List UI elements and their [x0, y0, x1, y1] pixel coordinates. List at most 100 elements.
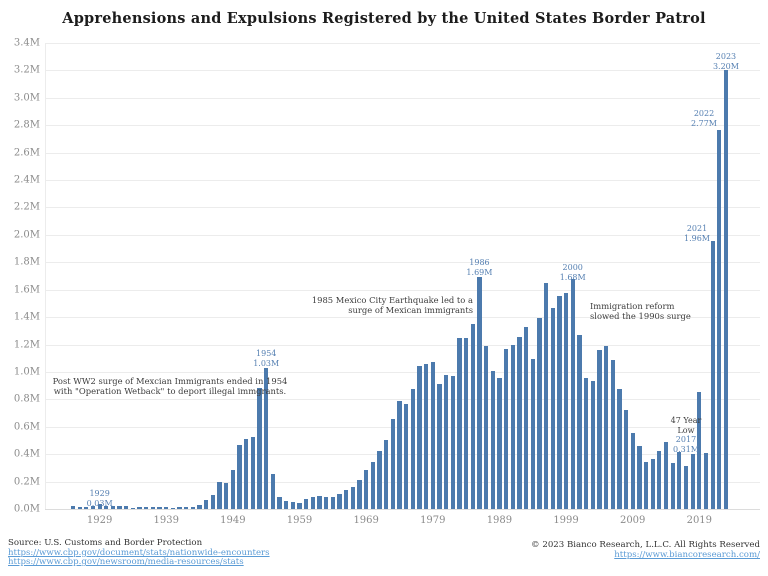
- bar: [623, 409, 629, 509]
- callout-line: 3.20M: [712, 61, 739, 71]
- value-callout-2021: 2021 1.96M: [684, 224, 710, 243]
- bar: [570, 279, 575, 509]
- gridline: [45, 317, 760, 319]
- source-link-media-resources[interactable]: https://www.cbp.gov/newsroom/media-resou…: [8, 557, 244, 568]
- x-tick-label: 1929: [86, 515, 113, 526]
- bar: [357, 479, 362, 509]
- bar: [137, 507, 142, 509]
- bar: [477, 276, 482, 509]
- bar: [557, 295, 562, 509]
- y-tick-label: 0.6M: [13, 421, 40, 433]
- bar: [230, 469, 236, 509]
- y-tick-label: 2.6M: [13, 147, 40, 159]
- bar: [417, 366, 422, 509]
- y-tick-label: 1.2M: [13, 339, 40, 351]
- bar: [190, 507, 196, 509]
- bar: [617, 388, 622, 509]
- bar: [330, 497, 335, 509]
- x-tick-label: 1999: [553, 515, 579, 526]
- y-axis-line: [45, 43, 46, 509]
- callout-line: 1.03M: [253, 358, 280, 368]
- bar: [497, 378, 502, 509]
- bar: [650, 458, 655, 509]
- bar: [637, 445, 642, 509]
- bar: [543, 282, 549, 509]
- bar: [397, 401, 402, 509]
- bar: [690, 453, 695, 509]
- bar: [284, 500, 289, 509]
- bar: [90, 505, 96, 509]
- bar: [170, 507, 176, 509]
- bar: [290, 501, 296, 509]
- callout-line: 1954: [256, 349, 277, 358]
- x-tick-label: 1939: [153, 515, 180, 526]
- gridline: [45, 426, 760, 428]
- bianco-research-link[interactable]: https://www.biancoresearch.com/: [614, 549, 760, 560]
- bar: [124, 506, 129, 509]
- bar: [610, 359, 615, 509]
- bar: [324, 496, 329, 509]
- bar: [703, 452, 709, 509]
- bar: [563, 292, 569, 509]
- gridline: [45, 152, 760, 154]
- x-tick-label: 1979: [420, 515, 446, 526]
- x-tick-label: 1989: [486, 515, 513, 526]
- annotation-reform: Immigration reform slowed the 1990s surge: [590, 301, 691, 321]
- bar: [537, 317, 542, 509]
- callout-line: 2000: [562, 263, 583, 272]
- bar: [583, 378, 589, 509]
- gridline: [45, 454, 760, 456]
- bar: [643, 462, 649, 509]
- callout-note-line: Low: [677, 425, 695, 435]
- callout-line: 2021: [686, 224, 708, 233]
- bar: [503, 348, 509, 509]
- value-callout-2023: 2023 3.20M: [713, 52, 739, 71]
- bar: [523, 327, 529, 509]
- bar: [590, 381, 595, 509]
- source-link-nationwide-encounters[interactable]: https://www.cbp.gov/document/stats/natio…: [8, 547, 270, 558]
- bar: [630, 432, 635, 509]
- copyright-text: © 2023 Bianco Research, L.L.C. All Right…: [531, 540, 760, 550]
- bar: [264, 368, 269, 509]
- bar: [350, 486, 355, 509]
- callout-line: 2023: [715, 52, 737, 61]
- bar: [404, 403, 409, 509]
- bar: [84, 506, 89, 509]
- bar: [210, 495, 216, 509]
- bar: [104, 506, 109, 509]
- bar: [184, 507, 189, 509]
- annotation-line: slowed the 1990s surge: [590, 311, 691, 321]
- value-callout-1986: 1986 1.69M: [466, 258, 492, 277]
- y-tick-label: 2.4M: [13, 174, 40, 186]
- bar: [457, 337, 462, 509]
- gridline: [45, 509, 760, 510]
- bar: [377, 451, 382, 509]
- bar: [217, 482, 222, 509]
- bar: [370, 461, 375, 509]
- y-tick-label: 3.4M: [13, 37, 40, 49]
- bar: [677, 451, 682, 509]
- bar: [483, 345, 489, 509]
- bar: [77, 507, 82, 509]
- annotation-line: 1985 Mexico City Earthquake led to a: [311, 295, 473, 305]
- bar: [277, 496, 282, 509]
- bar: [270, 474, 276, 509]
- bar: [577, 335, 582, 509]
- value-callout-2000: 2000 1.68M: [560, 263, 586, 282]
- bar: [710, 240, 715, 509]
- y-tick-label: 1.6M: [13, 284, 40, 296]
- gridline: [45, 234, 760, 236]
- bar: [597, 350, 602, 509]
- y-tick-label: 3.0M: [13, 92, 40, 104]
- y-tick-label: 0.8M: [13, 393, 40, 405]
- bar: [603, 346, 609, 509]
- bar: [423, 363, 429, 509]
- gridline: [45, 262, 760, 264]
- annotation-line: surge of Mexican immigrants: [348, 305, 473, 315]
- x-tick-label: 2019: [686, 515, 713, 526]
- value-callout-1929: 1929 0.03M: [87, 489, 113, 508]
- y-tick-label: 0.2M: [13, 476, 40, 488]
- bar: [164, 507, 169, 509]
- bar: [177, 507, 182, 509]
